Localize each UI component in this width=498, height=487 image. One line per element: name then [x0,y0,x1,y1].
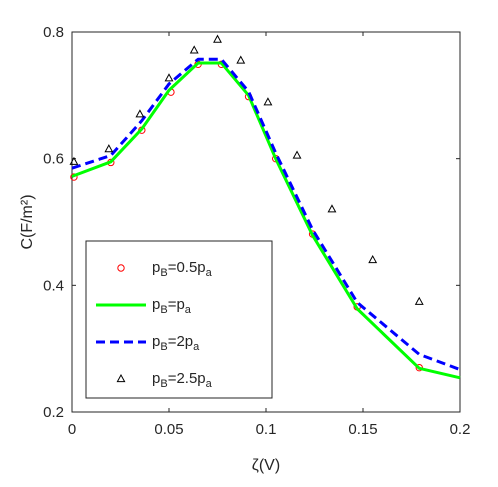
data-point-triangle [104,144,114,153]
data-point-triangle [236,55,246,64]
legend-box [85,240,273,399]
legend-label: pB=0.5pa [152,259,213,279]
data-point-triangle [213,34,222,43]
series-line-dashed [71,57,461,371]
series-dashed-line [71,57,461,371]
data-point-triangle [292,150,302,159]
data-point-circle [70,173,78,181]
data-point-triangle [263,97,273,106]
data-point-triangle [135,109,145,118]
y-axis-label: C(F/m²) [19,194,36,249]
x-tick-label: 0.15 [348,421,377,438]
x-axis-label: ζ(V) [252,457,280,474]
series-triangle-markers [69,34,424,305]
x-tick-label: 0.2 [450,421,471,438]
y-tick-label: 0.4 [43,277,64,294]
series-layer [69,34,461,380]
data-point-triangle [69,156,79,165]
legend-marker-circle [117,264,125,272]
data-point-triangle [164,73,174,82]
legend: pB=0.5pa pB=pa pB=2pa pB=2.5pa [85,240,273,399]
legend-marker-triangle [116,373,126,383]
legend-label: pB=2pa [152,333,200,353]
x-tick-label: 0.05 [154,421,183,438]
x-tick-label: 0.1 [256,421,277,438]
data-point-triangle [368,254,378,264]
y-axis-ticks: 0.2 0.4 0.6 0.8 [43,24,460,421]
x-axis-ticks: 0 0.05 0.1 0.15 0.2 [68,32,471,438]
series-line-solid [71,61,461,380]
legend-label: pB=pa [152,296,192,316]
data-point-triangle [327,204,337,213]
data-point-triangle [189,45,199,54]
legend-label: pB=2.5pa [152,370,213,390]
y-tick-label: 0.6 [43,151,64,168]
x-tick-label: 0 [68,421,76,438]
y-tick-label: 0.2 [43,404,64,421]
data-point-triangle [414,296,424,305]
y-tick-label: 0.8 [43,24,64,41]
series-solid-line [71,61,461,380]
